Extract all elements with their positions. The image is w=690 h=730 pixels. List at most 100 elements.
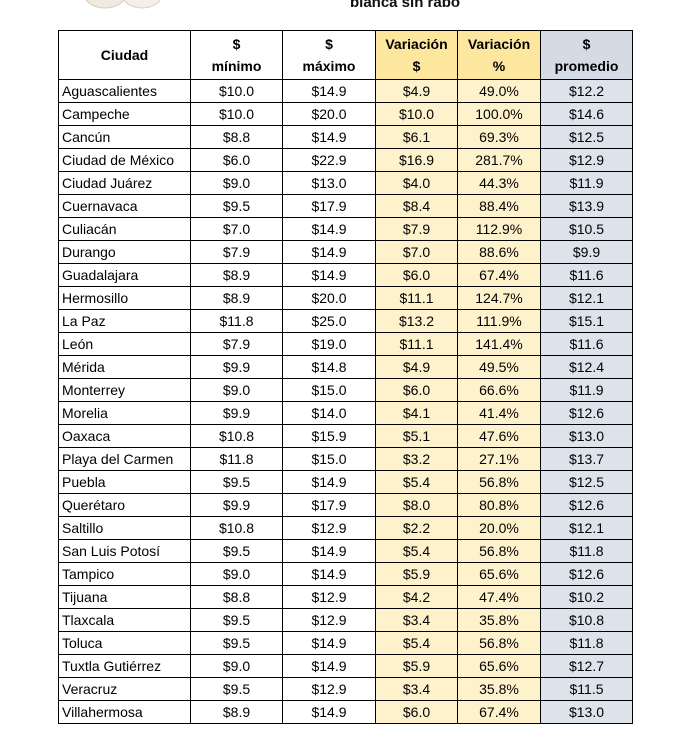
table-cell: $4.1 <box>375 401 458 425</box>
table-cell: $2.2 <box>375 516 458 540</box>
table-cell: 141.4% <box>457 332 541 356</box>
table-cell: $5.4 <box>375 539 458 563</box>
table-row: Culiacán $7.0 $14.9 $7.9 112.9% $10.5 <box>58 217 633 241</box>
table-cell: $15.1 <box>540 309 633 333</box>
table-cell: $11.9 <box>540 171 633 195</box>
table-cell: $7.0 <box>375 240 458 264</box>
table-cell: 112.9% <box>457 217 541 241</box>
table-cell: $22.9 <box>282 148 376 172</box>
table-cell: Oaxaca <box>58 424 191 448</box>
table-cell: $12.7 <box>540 654 633 678</box>
table-cell: 67.4% <box>457 263 541 287</box>
table-cell: $13.0 <box>282 171 376 195</box>
table-cell: Tuxtla Gutiérrez <box>58 654 191 678</box>
table-cell: $20.0 <box>282 286 376 310</box>
table-cell: $8.9 <box>190 700 283 724</box>
table-cell: Morelia <box>58 401 191 425</box>
table-cell: $17.9 <box>282 194 376 218</box>
table-cell: Querétaro <box>58 493 191 517</box>
table-row: Aguascalientes $10.0 $14.9 $4.9 49.0% $12.2 <box>58 79 633 103</box>
table-cell: $9.9 <box>190 401 283 425</box>
table-cell: $12.9 <box>282 608 376 632</box>
table-cell: $5.9 <box>375 562 458 586</box>
table-cell: $11.6 <box>540 263 633 287</box>
table-cell: Veracruz <box>58 677 191 701</box>
table-cell: 66.6% <box>457 378 541 402</box>
table-cell: $4.9 <box>375 355 458 379</box>
table-cell: $11.8 <box>190 447 283 471</box>
table-cell: $9.9 <box>540 240 633 264</box>
table-cell: $14.9 <box>282 217 376 241</box>
table-cell: 47.6% <box>457 424 541 448</box>
table-cell: Durango <box>58 240 191 264</box>
table-cell: $9.5 <box>190 470 283 494</box>
table-cell: 56.8% <box>457 631 541 655</box>
table-cell: $12.6 <box>540 401 633 425</box>
table-cell: $15.9 <box>282 424 376 448</box>
table-row: Querétaro $9.9 $17.9 $8.0 80.8% $12.6 <box>58 493 633 517</box>
table-cell: $14.9 <box>282 562 376 586</box>
table-cell: $8.8 <box>190 125 283 149</box>
header-line: Variación <box>385 36 448 52</box>
table-cell: Hermosillo <box>58 286 191 310</box>
table-cell: Ciudad de México <box>58 148 191 172</box>
table-cell: Aguascalientes <box>58 79 191 103</box>
table-cell: $13.2 <box>375 309 458 333</box>
table-cell: 44.3% <box>457 171 541 195</box>
table-cell: $7.0 <box>190 217 283 241</box>
table-cell: $10.0 <box>190 102 283 126</box>
table-cell: $12.9 <box>540 148 633 172</box>
table-cell: $14.9 <box>282 79 376 103</box>
header-line: Ciudad <box>100 47 149 63</box>
table-cell: $9.0 <box>190 562 283 586</box>
table-cell: Cuernavaca <box>58 194 191 218</box>
table-row: Tampico $9.0 $14.9 $5.9 65.6% $12.6 <box>58 562 633 586</box>
table-cell: Toluca <box>58 631 191 655</box>
table-cell: $20.0 <box>282 102 376 126</box>
table-cell: $10.5 <box>540 217 633 241</box>
table-cell: $9.5 <box>190 677 283 701</box>
table-cell: 111.9% <box>457 309 541 333</box>
table-cell: $11.1 <box>375 286 458 310</box>
table-cell: $14.9 <box>282 631 376 655</box>
table-cell: Villahermosa <box>58 700 191 724</box>
header-cell: $ promedio <box>540 30 633 80</box>
table-cell: $14.8 <box>282 355 376 379</box>
table-cell: $12.1 <box>540 516 633 540</box>
header-row: Ciudad $ mínimo $ máximo Variación $ Variación%… <box>58 30 633 80</box>
header-line: promedio <box>554 58 619 74</box>
table-cell: $13.9 <box>540 194 633 218</box>
table-row: León $7.9 $19.0 $11.1 141.4% $11.6 <box>58 332 633 356</box>
table-cell: $14.9 <box>282 263 376 287</box>
table-cell: $4.2 <box>375 585 458 609</box>
onion-image <box>85 0 161 9</box>
table-cell: $11.8 <box>540 631 633 655</box>
table-cell: Monterrey <box>58 378 191 402</box>
table-cell: $11.9 <box>540 378 633 402</box>
table-row: Ciudad Juárez $9.0 $13.0 $4.0 44.3% $11.9 <box>58 171 633 195</box>
table-row: Campeche $10.0 $20.0 $10.0 100.0% $14.6 <box>58 102 633 126</box>
table-cell: $8.9 <box>190 286 283 310</box>
table-cell: $15.0 <box>282 447 376 471</box>
table-cell: Tampico <box>58 562 191 586</box>
table-cell: $5.1 <box>375 424 458 448</box>
table-cell: $9.5 <box>190 631 283 655</box>
table-cell: San Luis Potosí <box>58 539 191 563</box>
table-row: La Paz $11.8 $25.0 $13.2 111.9% $15.1 <box>58 309 633 333</box>
header-line: $ <box>232 36 241 52</box>
table-cell: $11.1 <box>375 332 458 356</box>
table-cell: $8.4 <box>375 194 458 218</box>
table-body: Aguascalientes $10.0 $14.9 $4.9 49.0% $12.2 Ca… <box>58 79 633 724</box>
table-cell: $11.8 <box>190 309 283 333</box>
table-row: Saltillo $10.8 $12.9 $2.2 20.0% $12.1 <box>58 516 633 540</box>
table-cell: $14.9 <box>282 470 376 494</box>
table-cell: $14.9 <box>282 654 376 678</box>
table-cell: 88.4% <box>457 194 541 218</box>
table-cell: La Paz <box>58 309 191 333</box>
table-cell: Tlaxcala <box>58 608 191 632</box>
title: blanca sin rabo <box>350 0 461 11</box>
table-cell: 69.3% <box>457 125 541 149</box>
table-row: Playa del Carmen $11.8 $15.0 $3.2 27.1% $13.7 <box>58 447 633 471</box>
table-cell: $6.1 <box>375 125 458 149</box>
